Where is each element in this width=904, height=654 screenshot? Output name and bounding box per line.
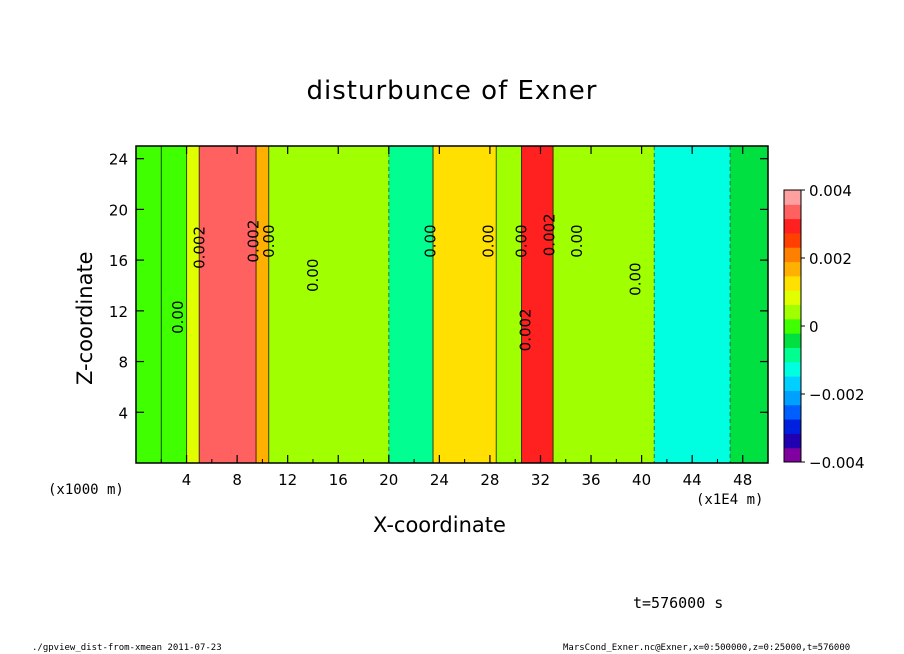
contour-label: 0.00 <box>626 262 644 295</box>
x-tick-label: 40 <box>632 471 651 489</box>
y-tick-label: 8 <box>118 354 128 372</box>
y-axis-label: Z-coordinate <box>73 251 97 385</box>
contour-field <box>136 146 768 463</box>
colorbar-swatch <box>784 318 801 334</box>
x-tick-label: 32 <box>531 471 550 489</box>
colorbar-tick-label: −0.004 <box>809 454 865 472</box>
plot-frame <box>135 145 769 464</box>
time-label: t=576000 s <box>633 594 724 612</box>
colorbar-swatch <box>784 275 801 291</box>
colorbar-swatch <box>784 433 801 449</box>
contour-label: 0.00 <box>422 224 440 257</box>
y-tick-label: 20 <box>109 201 128 219</box>
colorbar-tick-label: 0 <box>809 318 819 336</box>
x-tick-label: 4 <box>182 471 192 489</box>
field-band <box>256 146 269 463</box>
y-tick-label: 16 <box>109 252 128 270</box>
y-tick-label: 4 <box>118 404 128 422</box>
colorbar-swatch <box>784 247 801 263</box>
colorbar-swatch <box>784 404 801 420</box>
field-band <box>136 146 162 463</box>
colorbar-swatch <box>784 261 801 277</box>
colorbar: 0.004 0.002 0 −0.002 −0.004 <box>783 182 865 472</box>
colorbar-tick-label: 0.002 <box>809 250 852 268</box>
contour-label: 0.00 <box>568 224 586 257</box>
field-band <box>199 146 257 463</box>
field-band <box>521 146 554 463</box>
colorbar-tick-label: −0.002 <box>809 386 865 404</box>
colorbar-swatch <box>784 190 801 205</box>
colorbar-tick-label: 0.004 <box>809 182 852 200</box>
x-axis-units-right: (x1E4 m) <box>696 492 764 508</box>
field-band <box>654 146 731 463</box>
x-axis-label: X-coordinate <box>373 513 506 537</box>
contour-label: 0.002 <box>516 308 534 351</box>
x-tick-label: 16 <box>329 471 348 489</box>
contour-label: 0.002 <box>540 213 558 256</box>
contour-label: 0.00 <box>260 224 278 257</box>
colorbar-swatch <box>784 204 801 220</box>
colorbar-swatch <box>784 333 801 348</box>
colorbar-swatch <box>784 347 801 363</box>
colorbar-swatch <box>784 232 801 248</box>
x-tick-label: 20 <box>379 471 398 489</box>
x-tick-label: 28 <box>480 471 499 489</box>
x-tick-label: 48 <box>733 471 752 489</box>
footer-source-label: MarsCond_Exner.nc@Exner,x=0:500000,z=0:2… <box>563 643 851 653</box>
x-tick-label: 8 <box>232 471 242 489</box>
colorbar-swatch <box>784 390 801 406</box>
colorbar-swatch <box>784 290 801 306</box>
x-axis-units-left: (x1000 m) <box>48 482 124 498</box>
x-tick-label: 24 <box>430 471 449 489</box>
field-band <box>496 146 522 463</box>
x-tick-label: 36 <box>581 471 600 489</box>
colorbar-swatch <box>784 376 801 391</box>
contour-label: 0.00 <box>304 259 322 292</box>
colorbar-swatch <box>784 447 801 463</box>
field-band <box>186 146 200 463</box>
field-band <box>268 146 389 463</box>
field-band <box>730 146 768 463</box>
colorbar-swatch <box>784 218 801 234</box>
y-tick-label: 12 <box>109 303 128 321</box>
contour-label: 0.002 <box>245 220 263 263</box>
contour-label: 0.00 <box>480 224 498 257</box>
footer-script-label: ./gpview_dist-from-xmean 2011-07-23 <box>32 643 222 653</box>
colorbar-swatch <box>784 304 801 320</box>
field-band <box>388 146 434 463</box>
field-band <box>433 146 497 463</box>
x-tick-label: 44 <box>683 471 702 489</box>
contour-label: 0.002 <box>190 226 208 269</box>
colorbar-swatch <box>784 419 801 434</box>
contour-label: 0.00 <box>169 300 187 333</box>
contour-label: 0.00 <box>513 224 531 257</box>
colorbar-swatch <box>784 361 801 377</box>
x-tick-label: 12 <box>278 471 297 489</box>
y-tick-label: 24 <box>109 151 128 169</box>
field-band <box>161 146 187 463</box>
field-band <box>553 146 655 463</box>
chart-title: disturbunce of Exner <box>306 76 598 106</box>
